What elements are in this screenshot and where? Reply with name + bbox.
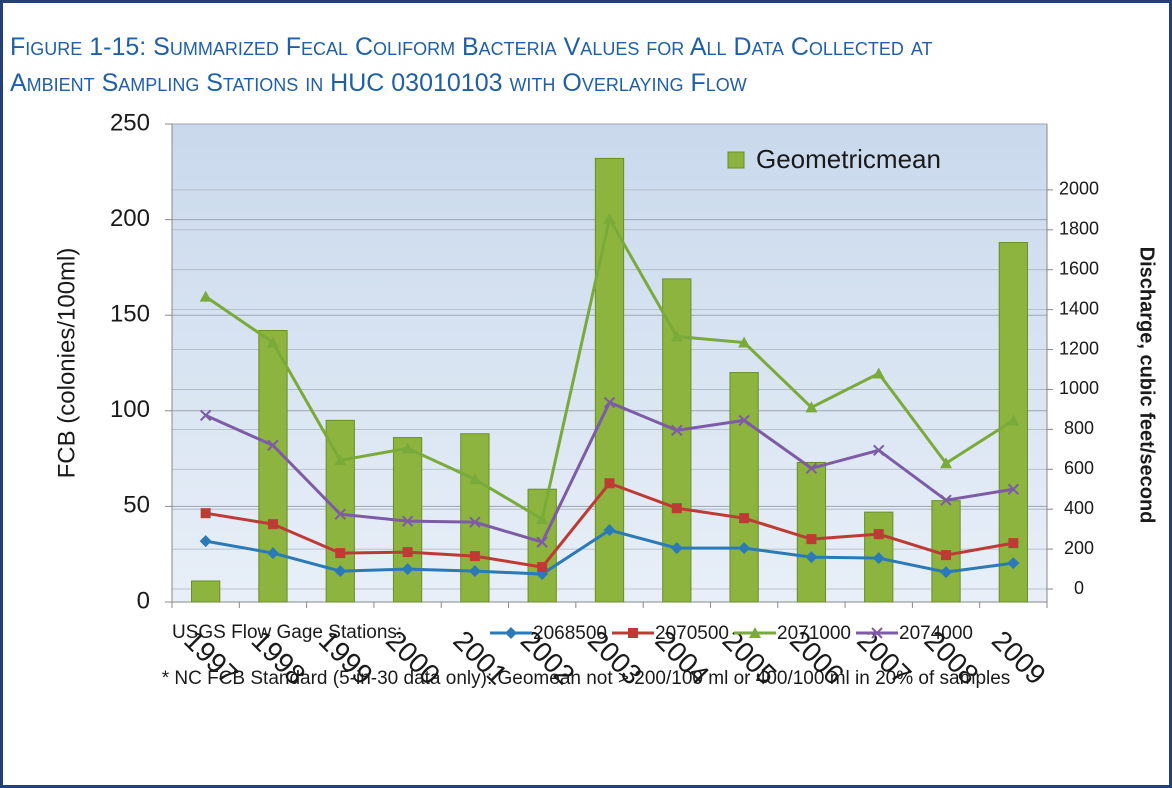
- point: [199, 409, 212, 422]
- point: [536, 513, 549, 525]
- point: [805, 462, 818, 474]
- point: [468, 565, 481, 578]
- point: [199, 535, 212, 548]
- legend-label: 2074000: [899, 623, 973, 644]
- legend-marker: [505, 627, 517, 639]
- bar: [796, 461, 827, 603]
- point: [670, 542, 683, 555]
- bar: [729, 372, 759, 603]
- point: [940, 494, 952, 506]
- legend-swatch: [727, 151, 745, 169]
- point: [334, 454, 347, 466]
- point: [941, 550, 952, 561]
- point: [402, 547, 413, 558]
- legend-marker: [871, 627, 883, 639]
- point: [334, 565, 347, 578]
- y2-tick-label: 800: [1064, 418, 1094, 438]
- y-tick-label: 200: [110, 205, 150, 232]
- legend-label: Geometricmean: [756, 144, 941, 174]
- legend-title: USGS Flow Gage Stations:: [172, 622, 402, 643]
- point: [401, 563, 414, 576]
- y2-tick-label: 1600: [1059, 258, 1099, 278]
- point: [670, 330, 683, 342]
- point: [1007, 414, 1020, 426]
- point: [805, 551, 818, 564]
- point: [603, 524, 616, 537]
- bar: [191, 580, 221, 603]
- point: [603, 212, 616, 224]
- point: [872, 367, 885, 379]
- point: [468, 473, 481, 485]
- chart-title: Figure 1-15: Summarized Fecal Coliform B…: [10, 33, 933, 61]
- footnote: * NC FCB Standard (5-in-30 data only): G…: [162, 668, 1011, 689]
- bar: [527, 488, 557, 603]
- point: [603, 396, 616, 409]
- y2-tick-label: 1800: [1059, 219, 1099, 239]
- y2-tick-label: 1200: [1059, 338, 1099, 358]
- point: [335, 548, 346, 559]
- point: [739, 513, 750, 524]
- y-axis-label: FCB (colonies/100ml): [53, 248, 80, 479]
- legend-label: 2068500: [533, 623, 607, 644]
- chart-title: Ambient Sampling Stations in HUC 0301010…: [10, 69, 747, 97]
- point: [940, 457, 953, 469]
- point: [469, 516, 481, 528]
- point: [469, 551, 480, 562]
- point: [671, 503, 682, 514]
- y2-tick-label: 400: [1064, 498, 1094, 518]
- point: [401, 515, 414, 527]
- point: [738, 336, 751, 348]
- y2-tick-label: 1000: [1059, 378, 1099, 398]
- y2-tick-label: 600: [1064, 458, 1094, 478]
- point: [536, 536, 548, 548]
- point: [671, 424, 683, 437]
- point: [267, 439, 279, 452]
- point: [266, 336, 279, 348]
- point: [604, 478, 615, 489]
- point: [266, 547, 279, 560]
- point: [873, 444, 885, 457]
- point: [1007, 483, 1020, 495]
- y-tick-label: 50: [123, 492, 150, 519]
- point: [1008, 538, 1019, 549]
- y2-tick-label: 200: [1064, 538, 1094, 558]
- y-tick-label: 250: [110, 109, 150, 136]
- point: [738, 414, 750, 427]
- legend-label: 2071000: [777, 623, 851, 644]
- point: [334, 508, 346, 520]
- y2-tick-label: 2000: [1059, 179, 1099, 199]
- point: [940, 566, 953, 579]
- point: [806, 534, 817, 545]
- y2-axis-label: Discharge, cubic feet/second: [1136, 247, 1158, 524]
- point: [873, 529, 884, 540]
- bar: [258, 329, 288, 603]
- point: [872, 552, 885, 565]
- y2-tick-label: 1400: [1059, 298, 1099, 318]
- point: [537, 562, 548, 573]
- point: [199, 290, 212, 302]
- y-tick-label: 0: [137, 587, 150, 614]
- legend-label: 2070500: [655, 623, 729, 644]
- point: [1007, 557, 1020, 570]
- y-tick-label: 150: [110, 301, 150, 328]
- legend-marker: [749, 627, 761, 638]
- point: [401, 442, 414, 454]
- point: [805, 401, 818, 413]
- point: [200, 508, 211, 519]
- y2-tick-label: 0: [1074, 578, 1084, 598]
- point: [738, 542, 751, 555]
- y-tick-label: 100: [110, 396, 150, 423]
- point: [267, 519, 278, 530]
- bar: [460, 433, 490, 603]
- legend-marker: [628, 628, 638, 638]
